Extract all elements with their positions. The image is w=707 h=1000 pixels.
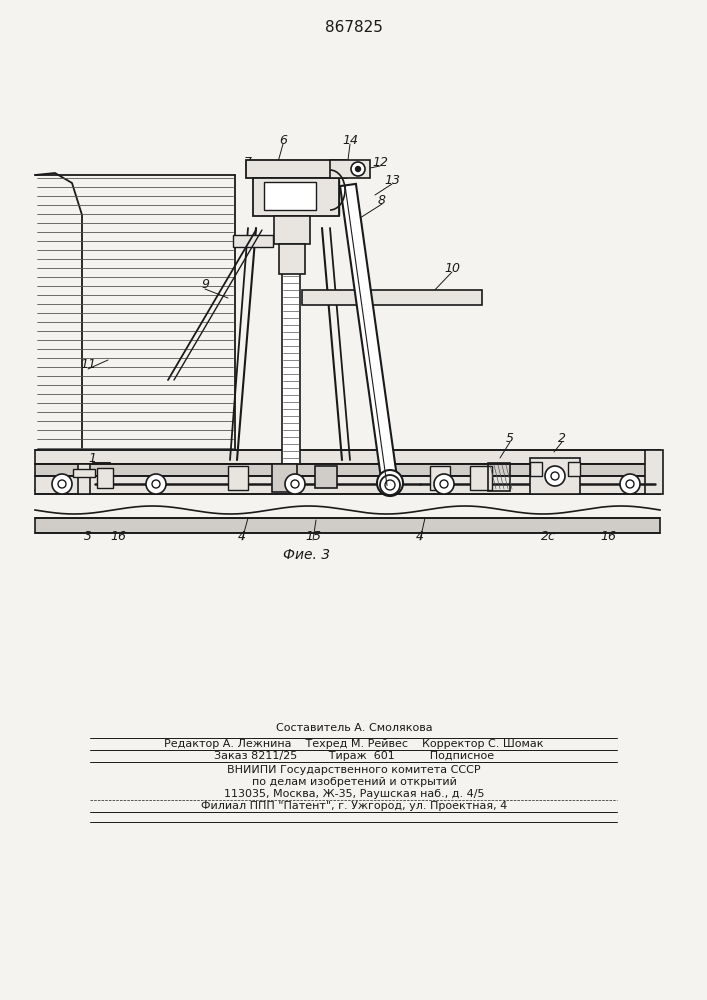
Circle shape	[377, 470, 403, 496]
Circle shape	[545, 466, 565, 486]
Circle shape	[551, 472, 559, 480]
Circle shape	[380, 475, 400, 495]
Bar	[35, 518, 660, 533]
Circle shape	[384, 477, 396, 489]
Bar	[73, 469, 95, 477]
Text: 2с: 2с	[541, 530, 556, 542]
Text: 10: 10	[444, 261, 460, 274]
Bar	[488, 463, 510, 491]
Text: 15: 15	[305, 530, 321, 542]
Circle shape	[356, 166, 361, 172]
Bar	[282, 245, 300, 464]
Text: 3: 3	[84, 530, 92, 542]
Circle shape	[351, 162, 365, 176]
Circle shape	[620, 474, 640, 494]
Circle shape	[626, 480, 634, 488]
Circle shape	[285, 474, 305, 494]
Bar	[35, 476, 660, 494]
Circle shape	[52, 474, 72, 494]
Bar	[645, 450, 663, 494]
Bar	[246, 160, 346, 178]
Text: по делам изобретений и открытий: по делам изобретений и открытий	[252, 777, 457, 787]
Text: 8: 8	[378, 194, 386, 207]
Circle shape	[58, 480, 66, 488]
Circle shape	[440, 480, 448, 488]
Text: 11: 11	[80, 359, 96, 371]
Text: 6: 6	[279, 133, 287, 146]
Circle shape	[385, 480, 395, 490]
Bar	[530, 458, 580, 494]
Text: Редактор А. Лежнина    Техред М. Рейвес    Корректор С. Шомак: Редактор А. Лежнина Техред М. Рейвес Кор…	[164, 739, 544, 749]
Text: 16: 16	[600, 530, 616, 542]
Text: Фие. 3: Фие. 3	[284, 548, 331, 562]
Text: 5: 5	[506, 432, 514, 444]
Bar	[315, 466, 337, 488]
Bar	[302, 290, 482, 305]
Bar	[430, 466, 450, 490]
Text: ВНИИПИ Государственного комитета СССР: ВНИИПИ Государственного комитета СССР	[227, 765, 481, 775]
Text: 13: 13	[384, 174, 400, 186]
Text: Составитель А. Смолякова: Составитель А. Смолякова	[276, 723, 432, 733]
Text: 9: 9	[201, 278, 209, 292]
Circle shape	[146, 474, 166, 494]
Text: 14: 14	[342, 133, 358, 146]
Circle shape	[152, 480, 160, 488]
Text: 4: 4	[238, 530, 246, 542]
Text: 7: 7	[244, 155, 252, 168]
Bar	[253, 178, 339, 216]
Bar	[35, 464, 660, 476]
Text: 4: 4	[416, 530, 424, 542]
Bar	[530, 462, 542, 476]
Bar	[264, 182, 316, 210]
Bar	[35, 450, 660, 464]
Polygon shape	[340, 184, 398, 486]
Bar	[97, 468, 113, 488]
Bar	[330, 160, 370, 178]
Bar	[568, 462, 580, 476]
Bar	[228, 466, 248, 490]
Text: Заказ 8211/25         Тираж  601          Подписное: Заказ 8211/25 Тираж 601 Подписное	[214, 751, 494, 761]
Bar	[78, 464, 90, 494]
Bar	[272, 464, 297, 492]
Text: 12: 12	[372, 155, 388, 168]
Bar	[279, 244, 305, 274]
Circle shape	[434, 474, 454, 494]
Text: 113035, Москва, Ж-35, Раушская наб., д. 4/5: 113035, Москва, Ж-35, Раушская наб., д. …	[223, 789, 484, 799]
Text: 2: 2	[558, 432, 566, 444]
Bar	[274, 216, 310, 244]
Bar	[470, 466, 492, 490]
Bar	[314, 180, 339, 215]
Text: 1: 1	[88, 452, 96, 464]
Circle shape	[291, 480, 299, 488]
Text: 16: 16	[110, 530, 126, 542]
Bar	[233, 235, 273, 247]
Text: 867825: 867825	[325, 20, 383, 35]
Text: Филиал ППП "Патент", г. Ужгород, ул. Проектная, 4: Филиал ППП "Патент", г. Ужгород, ул. Про…	[201, 801, 507, 811]
